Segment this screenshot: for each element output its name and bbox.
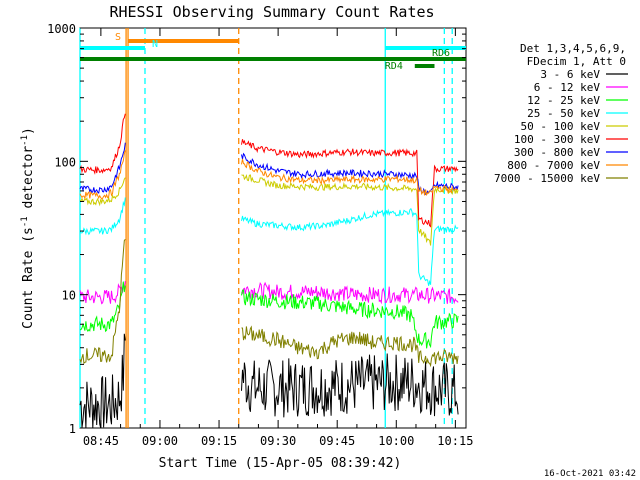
- flag-bars: S N RD6 RD4: [80, 32, 466, 72]
- series-line-2-a: [79, 281, 126, 333]
- chart-title: RHESSI Observing Summary Count Rates: [109, 3, 434, 21]
- y-tick-label-2: 100: [54, 155, 76, 169]
- y-axis-label: Count Rate (s-1 detector-1): [20, 127, 36, 329]
- series-line-2-b: [241, 289, 459, 349]
- series-line-7-a: [79, 150, 126, 201]
- series-line-8-a: [79, 239, 126, 365]
- legend-label-7: 800 - 7000 keV: [507, 159, 600, 172]
- x-tick-label-2: 09:15: [201, 434, 237, 448]
- x-axis-label: Start Time (15-Apr-05 08:39:42): [159, 456, 402, 471]
- series-line-1-a: [79, 281, 126, 305]
- y-tick-label-3: 1000: [47, 22, 76, 36]
- legend-label-3: 25 - 50 keV: [527, 107, 600, 120]
- x-tick-label-6: 10:15: [437, 434, 473, 448]
- x-tick-label-5: 10:00: [378, 434, 414, 448]
- series-line-1-b: [241, 281, 459, 305]
- legend-label-8: 7000 - 15000 keV: [494, 172, 600, 185]
- series-line-3-b: [241, 207, 459, 286]
- legend-label-2: 12 - 25 keV: [527, 94, 600, 107]
- x-tick-label-0: 08:45: [83, 434, 119, 448]
- flag-label-0: S: [115, 32, 121, 43]
- flag-label-1: N: [152, 39, 158, 50]
- series-line-0-b: [241, 353, 459, 418]
- legend-label-0: 3 - 6 keV: [540, 68, 600, 81]
- x-tick-label-4: 09:45: [319, 434, 355, 448]
- axes: 08:45 09:00 09:15 09:30 09:45 10:00 10:15 1 10 10…: [47, 22, 473, 448]
- legend-header-1: FDecim 1, Att 0: [527, 55, 626, 68]
- legend-label-6: 300 - 800 keV: [514, 146, 600, 159]
- series-line-0-a: [79, 333, 126, 429]
- y-tick-label-1: 10: [62, 289, 76, 303]
- x-tick-label-3: 09:30: [260, 434, 296, 448]
- series-line-3-a: [79, 197, 126, 236]
- legend-label-5: 100 - 300 keV: [514, 133, 600, 146]
- series-line-5-b: [241, 139, 459, 228]
- legend-label-4: 50 - 100 keV: [521, 120, 601, 133]
- vertical-markers: [79, 28, 453, 428]
- series-lines: [79, 113, 459, 429]
- flag-label-4: RD4: [385, 61, 403, 72]
- series-line-4-a: [79, 177, 126, 207]
- x-tick-label-1: 09:00: [142, 434, 178, 448]
- series-line-8-b: [241, 325, 459, 368]
- series-line-6-a: [79, 142, 126, 195]
- y-tick-label-0: 1: [69, 422, 76, 436]
- timestamp: 16-Oct-2021 03:42: [544, 469, 636, 479]
- series-line-5-a: [79, 113, 126, 175]
- legend: Det 1,3,4,5,6,9,FDecim 1, Att 03 - 6 keV…: [494, 42, 628, 185]
- flag-label-3: RD6: [432, 48, 450, 59]
- legend-header-0: Det 1,3,4,5,6,9,: [520, 42, 626, 55]
- legend-label-1: 6 - 12 keV: [534, 81, 601, 94]
- series-line-7-b: [241, 158, 459, 197]
- series-line-4-b: [241, 174, 459, 246]
